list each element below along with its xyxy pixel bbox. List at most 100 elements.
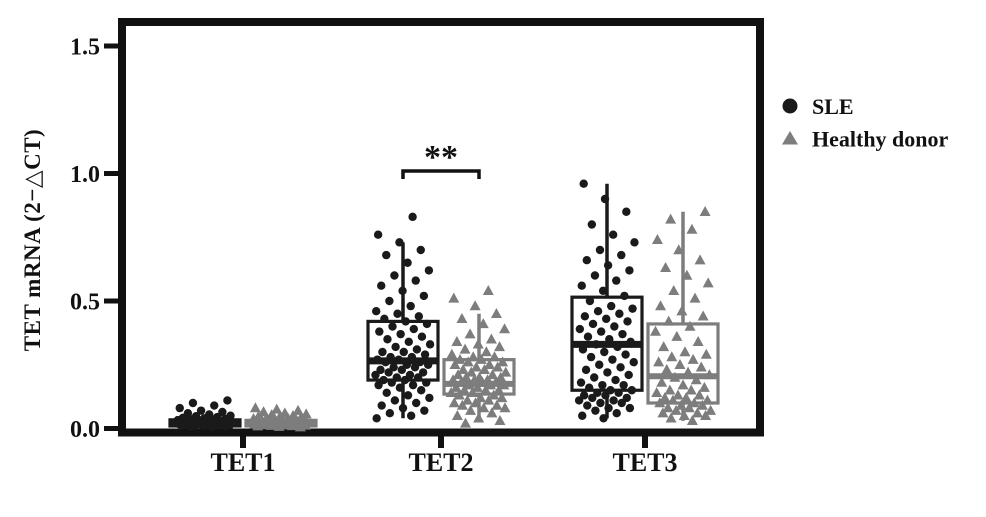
scatter-point-triangle bbox=[482, 374, 494, 385]
scatter-point-triangle bbox=[499, 323, 511, 334]
scatter-point-circle bbox=[629, 358, 638, 367]
scatter-point-circle bbox=[210, 401, 219, 410]
scatter-point-triangle bbox=[446, 348, 458, 359]
scatter-point-triangle bbox=[651, 234, 663, 244]
scatter-point-triangle bbox=[282, 412, 294, 423]
scatter-point-circle bbox=[612, 276, 621, 285]
scatter-point-circle bbox=[620, 291, 629, 301]
scatter-point-circle bbox=[595, 245, 605, 255]
scatter-point-triangle bbox=[705, 404, 717, 415]
scatter-point-triangle bbox=[295, 411, 307, 422]
scatter-point-circle bbox=[218, 407, 227, 417]
scatter-point-triangle bbox=[657, 407, 669, 418]
scatter-point-triangle bbox=[447, 374, 459, 385]
scatter-point-triangle bbox=[451, 336, 463, 346]
scatter-point-triangle bbox=[472, 338, 484, 349]
scatter-point-triangle bbox=[659, 392, 671, 403]
scatter-point-triangle bbox=[686, 415, 698, 426]
scatter-point-circle bbox=[408, 212, 417, 222]
scatter-point-circle bbox=[379, 375, 388, 385]
scatter-point-triangle bbox=[258, 406, 270, 417]
scatter-point-triangle bbox=[477, 376, 489, 387]
scatter-point-circle bbox=[611, 375, 620, 385]
scatter-point-circle bbox=[593, 307, 603, 316]
scatter-point-circle bbox=[600, 347, 609, 357]
scatter-point-triangle bbox=[478, 402, 490, 413]
scatter-point-triangle bbox=[480, 346, 492, 357]
scatter-point-triangle bbox=[482, 285, 494, 295]
scatter-point-triangle bbox=[454, 353, 466, 364]
scatter-point-triangle bbox=[688, 397, 700, 408]
scatter-point-triangle bbox=[494, 341, 506, 352]
scatter-point-triangle bbox=[696, 399, 708, 410]
scatter-point-triangle bbox=[492, 361, 504, 372]
scatter-point-triangle bbox=[701, 394, 713, 405]
scatter-point-circle bbox=[420, 406, 429, 415]
scatter-point-circle bbox=[587, 220, 597, 229]
scatter-point-circle bbox=[576, 378, 586, 387]
scatter-point-triangle bbox=[468, 374, 480, 385]
scatter-point-triangle bbox=[464, 328, 476, 339]
scatter-point-triangle bbox=[684, 320, 696, 331]
scatter-point-triangle bbox=[690, 374, 702, 385]
scatter-point-triangle bbox=[485, 333, 497, 344]
scatter-point-circle bbox=[385, 296, 394, 306]
scatter-point-triangle bbox=[455, 376, 467, 387]
scatter-point-triangle bbox=[681, 269, 693, 280]
scatter-point-circle bbox=[378, 347, 387, 357]
scatter-point-triangle bbox=[478, 364, 490, 375]
scatter-point-circle bbox=[622, 207, 631, 216]
scatter-point-triangle bbox=[654, 397, 666, 408]
scatter-point-circle bbox=[598, 286, 608, 295]
scatter-point-circle bbox=[578, 345, 588, 354]
scatter-point-triangle bbox=[650, 325, 662, 336]
scatter-point-circle bbox=[395, 238, 404, 247]
scatter-point-triangle bbox=[682, 366, 694, 377]
scatter-point-triangle bbox=[287, 409, 299, 420]
scatter-point-triangle bbox=[465, 404, 477, 415]
plot-border bbox=[118, 18, 764, 437]
scatter-point-circle bbox=[407, 352, 417, 362]
scatter-point-circle bbox=[596, 398, 605, 408]
scatter-point-circle bbox=[608, 230, 618, 239]
scatter-point-triangle bbox=[271, 403, 283, 414]
scatter-point-triangle bbox=[292, 404, 304, 415]
scatter-point-triangle bbox=[700, 409, 712, 420]
scatter-point-triangle bbox=[460, 371, 472, 382]
scatter-point-triangle bbox=[661, 364, 673, 375]
scatter-point-circle bbox=[390, 396, 400, 405]
scatter-point-circle bbox=[625, 266, 634, 275]
scatter-point-circle bbox=[575, 324, 585, 334]
scatter-point-circle bbox=[580, 312, 590, 321]
scatter-point-circle bbox=[414, 312, 424, 321]
scatter-point-circle bbox=[607, 301, 616, 311]
scatter-point-circle bbox=[606, 386, 615, 395]
scatter-point-triangle bbox=[494, 415, 506, 426]
scatter-point-triangle bbox=[475, 353, 487, 364]
scatter-point-triangle bbox=[451, 409, 463, 420]
scatter-point-circle bbox=[603, 261, 613, 270]
y-tick-label: 1.0 bbox=[70, 162, 100, 188]
scatter-point-circle bbox=[380, 314, 389, 324]
scatter-point-triangle bbox=[700, 348, 712, 359]
scatter-point-circle bbox=[598, 380, 607, 390]
scatter-point-circle bbox=[622, 393, 631, 403]
scatter-point-circle bbox=[605, 335, 614, 344]
scatter-point-circle bbox=[630, 238, 639, 247]
scatter-point-circle bbox=[613, 342, 622, 352]
category-label-tet2: TET2 bbox=[408, 448, 473, 477]
legend-label-sle: SLE bbox=[812, 94, 854, 119]
scatter-point-triangle bbox=[470, 361, 482, 372]
scatter-point-circle bbox=[415, 358, 425, 367]
scatter-point-triangle bbox=[467, 351, 479, 362]
scatter-point-triangle bbox=[469, 300, 481, 311]
scatter-point-triangle bbox=[655, 300, 667, 311]
scatter-point-circle bbox=[610, 322, 619, 331]
scatter-point-triangle bbox=[498, 379, 510, 390]
scatter-point-triangle bbox=[656, 376, 668, 387]
scatter-point-circle bbox=[223, 396, 232, 405]
scatter-point-triangle bbox=[483, 358, 495, 369]
scatter-point-triangle bbox=[667, 394, 679, 405]
